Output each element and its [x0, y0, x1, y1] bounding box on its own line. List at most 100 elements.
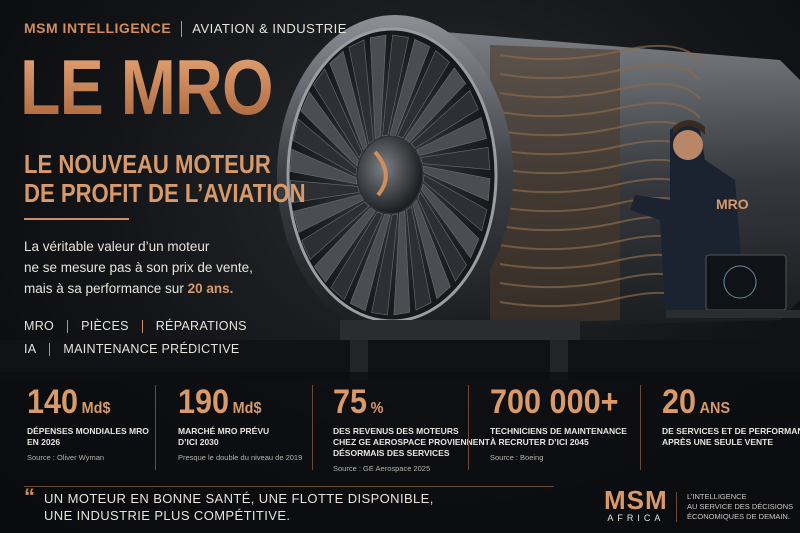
subtitle-line: DE PROFIT DE L’AVIATION: [24, 178, 306, 208]
stat-value: 20: [662, 383, 697, 421]
jacket-label: MRO: [716, 196, 749, 212]
fan-blade: [313, 68, 363, 159]
stat: 700 000+ TECHNICIENS DE MAINTENANCE À RECR…: [490, 383, 633, 473]
intro: La véritable valeur d’un moteur ne se me…: [24, 236, 253, 299]
tag-row: MRO PIÈCES RÉPARATIONS: [24, 315, 247, 338]
stat-unit: Md$: [232, 400, 262, 417]
stat-label: DES REVENUS DES MOTEURS CHEZ GE AEROSPACE…: [333, 426, 490, 459]
fan-blade: [330, 211, 383, 301]
stat-label-line: DÉSORMAIS DES SERVICES: [333, 448, 450, 458]
fan-blade: [301, 201, 370, 260]
stat: 190 Md$ MARCHÉ MRO PRÉVU D’ICI 2030 Presque …: [178, 383, 302, 473]
stat-value-row: 140 Md$: [27, 383, 137, 422]
fan-blade: [313, 207, 376, 283]
stat-value: 75: [333, 383, 368, 421]
fan-blade: [348, 39, 374, 145]
fan-blade: [349, 214, 391, 312]
stat-unit: ANS: [699, 400, 731, 417]
stat-label-line: EN 2026: [27, 437, 61, 447]
fan-blade: [397, 49, 450, 139]
fan-blade: [410, 90, 479, 149]
tags: MRO PIÈCES RÉPARATIONS IA MAINTENANCE PRÉDI…: [24, 315, 247, 361]
stat-label-line: D’ICI 2030: [178, 437, 219, 447]
tagline-line: L’INTELLIGENCE: [687, 492, 747, 501]
fan-blade: [416, 117, 487, 156]
fan-blade: [393, 210, 411, 316]
quote: “ UN MOTEUR EN BONNE SANTÉ, UNE FLOTTE D…: [24, 484, 434, 524]
stats: 140 Md$ DÉPENSES MONDIALES MRO EN 2026 Sourc…: [0, 383, 800, 478]
quote-line: UNE INDUSTRIE PLUS COMPÉTITIVE.: [44, 508, 291, 523]
section: AVIATION & INDUSTRIE: [192, 21, 347, 36]
stat-label-line: APRÈS UNE SEULE VENTE: [662, 437, 773, 447]
tag: PIÈCES: [81, 319, 129, 333]
header: MSM INTELLIGENCE AVIATION & INDUSTRIE: [24, 20, 347, 38]
intro-line: ne se mesure pas à son prix de vente,: [24, 260, 253, 275]
fan-blade: [289, 148, 358, 185]
stat-value-row: 75%: [333, 383, 474, 422]
subtitle: LE NOUVEAU MOTEUR DE PROFIT DE L’AVIATIO…: [24, 150, 306, 208]
fan-blade: [421, 183, 480, 259]
divider: [24, 218, 129, 220]
subtitle-line: LE NOUVEAU MOTEUR: [24, 149, 271, 179]
brand: MSM INTELLIGENCE: [24, 20, 172, 36]
pipe: [499, 101, 701, 119]
quote-mark: “: [24, 484, 36, 509]
pipe: [499, 63, 701, 81]
fan-blade: [389, 38, 431, 136]
stat-label-line: À RECRUTER D’ICI 2045: [490, 437, 589, 447]
stat-note: Presque le double du niveau de 2019: [178, 453, 303, 462]
title: LE MRO: [20, 43, 274, 131]
tag: RÉPARATIONS: [155, 319, 247, 333]
intro-line: mais à sa performance sur 20 ans.: [24, 278, 253, 299]
divider: [24, 486, 554, 487]
stat-value: 700 000+: [490, 383, 619, 421]
tag: MRO: [24, 319, 55, 333]
fan-blade: [417, 191, 467, 282]
pipe: [499, 82, 701, 100]
intro-line: La véritable valeur d’un moteur: [24, 239, 210, 254]
stat-label-line: DÉPENSES MONDIALES MRO: [27, 426, 149, 436]
tagline-line: AU SERVICE DES DÉCISIONS: [687, 502, 794, 511]
stat-label: DÉPENSES MONDIALES MRO EN 2026: [27, 426, 149, 448]
stat-label: MARCHÉ MRO PRÉVU D’ICI 2030: [178, 426, 302, 448]
stat: 140 Md$ DÉPENSES MONDIALES MRO EN 2026 Sourc…: [27, 383, 149, 473]
fan-blade: [329, 50, 368, 151]
fan-blade: [300, 91, 359, 167]
fan-blade: [292, 118, 357, 176]
fan-blade: [422, 165, 491, 202]
logo-main: MSM: [604, 485, 668, 515]
stat-value-row: 190 Md$: [178, 383, 290, 422]
pipe: [499, 44, 701, 62]
fan-blade: [289, 180, 360, 203]
fan-blade: [293, 194, 364, 233]
fan-blade: [404, 67, 467, 143]
stat-label-line: DES REVENUS DES MOTEURS: [333, 426, 459, 436]
fan-blade: [369, 34, 387, 140]
stat-value-row: 700 000+: [490, 383, 618, 422]
fan-blade: [371, 213, 398, 316]
tag: MAINTENANCE PRÉDICTIVE: [63, 342, 240, 356]
quote-line: UN MOTEUR EN BONNE SANTÉ, UNE FLOTTE DIS…: [44, 491, 434, 506]
stat-value: 190: [178, 383, 230, 421]
logo: MSM AFRICA: [604, 487, 668, 523]
stat: 75% DES REVENUS DES MOTEURS CHEZ GE AEROSP…: [333, 383, 490, 473]
fan-blade: [382, 34, 409, 137]
intro-highlight: 20 ans.: [187, 281, 234, 296]
intro-text: mais à sa performance sur: [24, 281, 184, 296]
stat-label-line: CHEZ GE AEROSPACE PROVIENNENT: [333, 437, 490, 447]
stat-label-line: MARCHÉ MRO PRÉVU: [178, 426, 270, 436]
stat-label-line: TECHNICIENS DE MAINTENANCE: [490, 426, 627, 436]
tag-row: IA MAINTENANCE PRÉDICTIVE: [24, 338, 247, 361]
stat-label: DE SERVICES ET DE PERFORMANCEAPRÈS UNE S…: [662, 426, 800, 448]
tag: IA: [24, 342, 37, 356]
stat-label-line: DE SERVICES ET DE PERFORMANCE: [662, 426, 800, 436]
stat-value-row: 20 ANS: [662, 383, 800, 422]
logo-sub: AFRICA: [607, 513, 665, 523]
tagline-line: ÉCONOMIQUES DE DEMAIN.: [687, 512, 790, 521]
fan-blade: [423, 174, 488, 232]
stat-value: 140: [27, 383, 79, 421]
fan-blade: [420, 147, 491, 170]
